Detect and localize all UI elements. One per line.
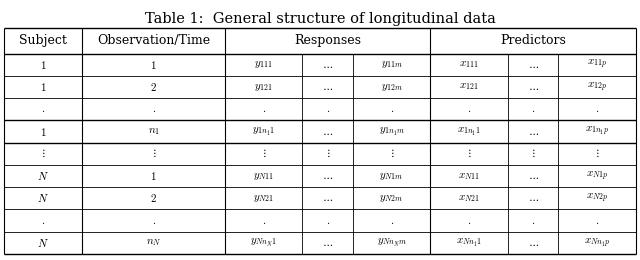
Text: $x_{111}$: $x_{111}$	[460, 59, 479, 70]
Text: $\cdots$: $\cdots$	[527, 238, 539, 248]
Text: $N$: $N$	[37, 192, 49, 204]
Text: $\cdots$: $\cdots$	[322, 82, 333, 92]
Text: $y_{1n_11}$: $y_{1n_11}$	[252, 125, 275, 138]
Text: $\vdots$: $\vdots$	[261, 148, 266, 159]
Text: Responses: Responses	[294, 34, 361, 47]
Text: $x_{11p}$: $x_{11p}$	[588, 58, 607, 72]
Text: $y_{111}$: $y_{111}$	[254, 59, 273, 70]
Text: $1$: $1$	[150, 59, 157, 71]
Text: $1$: $1$	[150, 170, 157, 182]
Text: $y_{11m}$: $y_{11m}$	[381, 59, 403, 70]
Text: $.$: $.$	[467, 216, 471, 226]
Text: $.$: $.$	[531, 216, 535, 226]
Text: $x_{Nn_1p}$: $x_{Nn_1p}$	[584, 236, 611, 250]
Text: $.$: $.$	[390, 104, 394, 114]
Text: $y_{Nn_Nm}$: $y_{Nn_Nm}$	[377, 237, 406, 249]
Text: $\cdots$: $\cdots$	[322, 171, 333, 181]
Text: $1$: $1$	[40, 126, 47, 138]
Text: $x_{N1p}$: $x_{N1p}$	[586, 169, 609, 183]
Text: $\vdots$: $\vdots$	[325, 148, 330, 159]
Text: $y_{1n_1m}$: $y_{1n_1m}$	[379, 125, 404, 138]
Text: $.$: $.$	[467, 104, 471, 114]
Text: $x_{1n_11}$: $x_{1n_11}$	[458, 125, 481, 138]
Text: Observation/Time: Observation/Time	[97, 34, 210, 47]
Text: $.$: $.$	[262, 104, 266, 114]
Text: $y_{12m}$: $y_{12m}$	[381, 81, 403, 93]
Text: $.$: $.$	[41, 104, 45, 114]
Text: $.$: $.$	[595, 104, 599, 114]
Text: $.$: $.$	[326, 104, 330, 114]
Text: $2$: $2$	[150, 81, 157, 93]
Text: $\vdots$: $\vdots$	[467, 148, 472, 159]
Text: $N$: $N$	[37, 237, 49, 249]
Text: $x_{N2p}$: $x_{N2p}$	[586, 192, 609, 205]
Text: $.$: $.$	[390, 216, 394, 226]
Text: $.$: $.$	[152, 216, 156, 226]
Text: Table 1:  General structure of longitudinal data: Table 1: General structure of longitudin…	[145, 12, 495, 26]
Text: $y_{N11}$: $y_{N11}$	[253, 171, 274, 181]
Text: $.$: $.$	[531, 104, 535, 114]
Text: $\cdots$: $\cdots$	[527, 171, 539, 181]
Text: $.$: $.$	[326, 216, 330, 226]
Text: $\vdots$: $\vdots$	[389, 148, 394, 159]
Text: $y_{Nn_N1}$: $y_{Nn_N1}$	[250, 237, 277, 249]
Text: $.$: $.$	[595, 216, 599, 226]
Text: $1$: $1$	[40, 59, 47, 71]
Text: $x_{N21}$: $x_{N21}$	[458, 193, 480, 204]
Text: $\cdots$: $\cdots$	[322, 60, 333, 70]
Text: $\vdots$: $\vdots$	[595, 148, 600, 159]
Text: Subject: Subject	[19, 34, 67, 47]
Text: $\cdots$: $\cdots$	[322, 238, 333, 248]
Text: $\cdots$: $\cdots$	[322, 193, 333, 203]
Text: $y_{121}$: $y_{121}$	[254, 81, 273, 93]
Text: $x_{N11}$: $x_{N11}$	[458, 171, 480, 181]
Text: $.$: $.$	[152, 104, 156, 114]
Text: $x_{Nn_11}$: $x_{Nn_11}$	[456, 237, 482, 249]
Text: $\vdots$: $\vdots$	[40, 148, 46, 159]
Text: $n_1$: $n_1$	[148, 126, 159, 137]
Text: $.$: $.$	[262, 216, 266, 226]
Text: $2$: $2$	[150, 192, 157, 204]
Text: $1$: $1$	[40, 81, 47, 93]
Text: $N$: $N$	[37, 170, 49, 182]
Text: $y_{N1m}$: $y_{N1m}$	[380, 171, 404, 181]
Text: $x_{121}$: $x_{121}$	[460, 82, 479, 93]
Text: $\vdots$: $\vdots$	[531, 148, 536, 159]
Text: $.$: $.$	[41, 216, 45, 226]
Text: $y_{N21}$: $y_{N21}$	[253, 193, 274, 204]
Text: Predictors: Predictors	[500, 34, 566, 47]
Text: $\cdots$: $\cdots$	[527, 82, 539, 92]
Text: $\cdots$: $\cdots$	[322, 127, 333, 136]
Text: $\cdots$: $\cdots$	[527, 127, 539, 136]
Text: $x_{12p}$: $x_{12p}$	[588, 80, 607, 94]
Text: $\vdots$: $\vdots$	[151, 148, 156, 159]
Text: $n_N$: $n_N$	[146, 237, 161, 248]
Text: $\cdots$: $\cdots$	[527, 60, 539, 70]
Text: $\cdots$: $\cdots$	[527, 193, 539, 203]
Text: $x_{1n_1p}$: $x_{1n_1p}$	[585, 125, 609, 138]
Text: $y_{N2m}$: $y_{N2m}$	[380, 193, 404, 204]
